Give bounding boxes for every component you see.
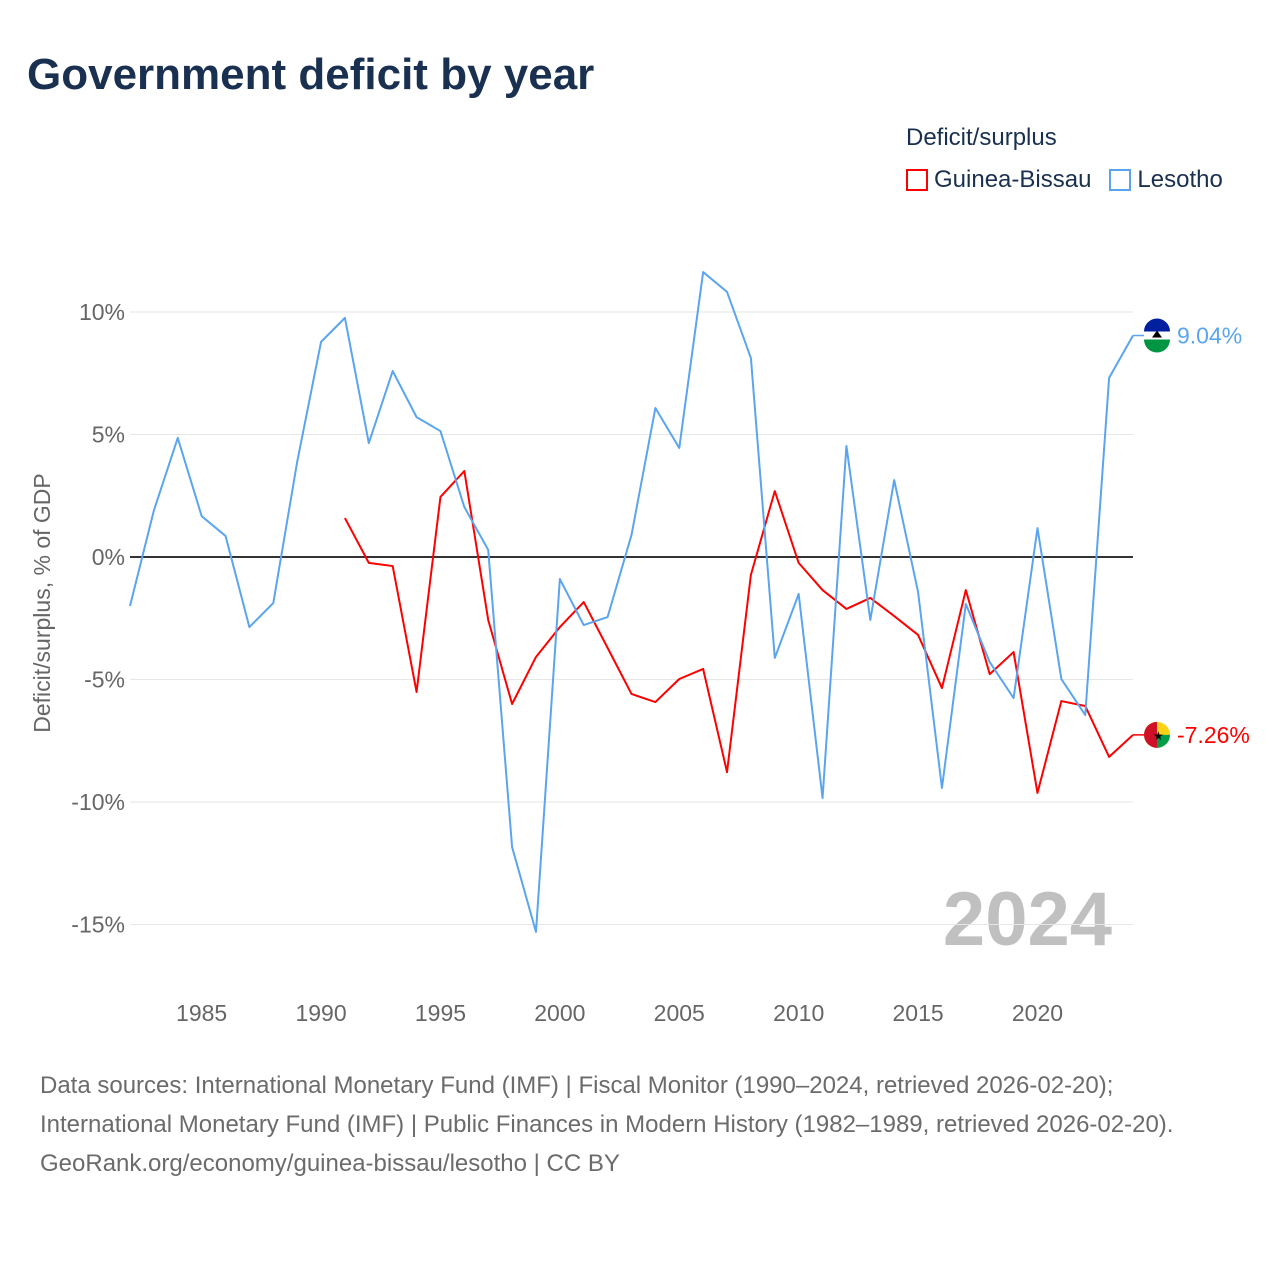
end-value-label: -7.26%	[1177, 722, 1250, 748]
series-line-lesotho	[129, 271, 1134, 933]
x-tick-label: 2015	[892, 1000, 943, 1026]
y-axis-label: Deficit/surplus, % of GDP	[29, 473, 55, 732]
x-tick-label: 2010	[773, 1000, 824, 1026]
y-tick-label: -10%	[71, 789, 125, 815]
flag-hat	[1152, 330, 1162, 338]
chart-title: Government deficit by year	[27, 50, 595, 99]
x-tick-label: 2000	[534, 1000, 585, 1026]
legend-label: Guinea-Bissau	[934, 166, 1092, 193]
credit-link[interactable]: GeoRank.org/economy/guinea-bissau/lesoth…	[40, 1150, 620, 1177]
y-tick-label: -15%	[71, 912, 125, 938]
data-sources: Data sources: International Monetary Fun…	[40, 1072, 1174, 1138]
year-watermark: 2024	[943, 877, 1112, 962]
end-value-label: 9.04%	[1177, 323, 1242, 349]
y-tick-label: 5%	[92, 422, 125, 448]
legend-swatch	[1109, 169, 1132, 191]
flag-part	[1144, 721, 1157, 748]
x-tick-label: 1990	[295, 1000, 346, 1026]
y-tick-label: -5%	[84, 667, 125, 693]
x-tick-label: 1985	[176, 1000, 227, 1026]
legend-swatch	[906, 169, 928, 191]
legend-item-lesotho[interactable]: Lesotho	[1109, 166, 1223, 194]
flag-part	[1157, 734, 1170, 748]
flag-part	[1144, 318, 1170, 332]
legend: Guinea-Bissau Lesotho	[906, 166, 1223, 194]
legend-title: Deficit/surplus	[906, 124, 1057, 151]
flag-star: ★	[1153, 729, 1164, 743]
legend-label: Lesotho	[1137, 166, 1223, 193]
x-tick-label: 1995	[415, 1000, 466, 1026]
x-tick-label: 2020	[1012, 1000, 1063, 1026]
y-tick-label: 0%	[92, 544, 125, 570]
x-tick-label: 2005	[654, 1000, 705, 1026]
series-line-guinea-bissau	[344, 470, 1134, 794]
y-tick-label: 10%	[79, 299, 125, 325]
legend-item-guinea-bissau[interactable]: Guinea-Bissau	[906, 166, 1091, 194]
footer: Data sources: International Monetary Fun…	[40, 1066, 1240, 1183]
flag-part	[1144, 339, 1170, 353]
